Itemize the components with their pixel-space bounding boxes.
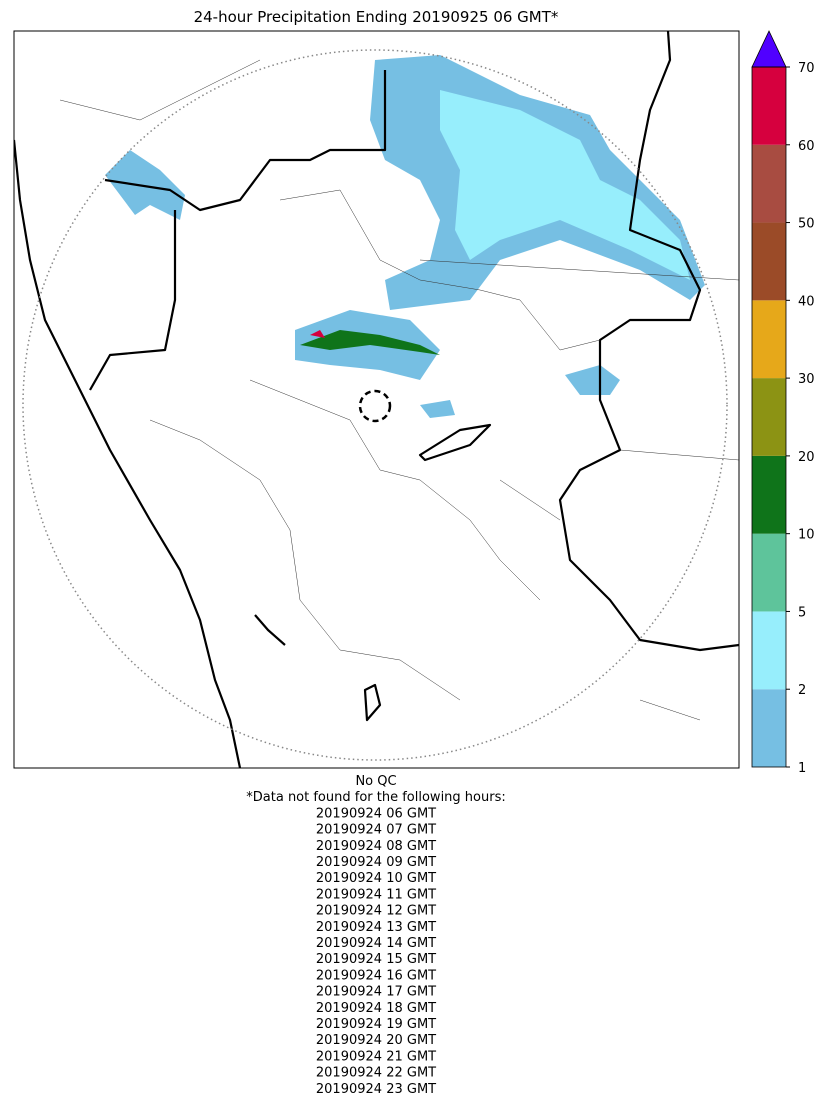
footer-hour: 20190924 12 GMT	[316, 904, 436, 919]
radar-range	[22, 49, 728, 761]
footer-hour: 20190924 09 GMT	[316, 855, 436, 870]
colorbar-segment	[752, 533, 786, 612]
map-frame	[13, 30, 740, 769]
map	[13, 30, 740, 769]
colorbar-tick-label: 5	[798, 605, 806, 620]
colorbar-tick-label: 10	[798, 528, 815, 543]
colorbar-tick-label: 20	[798, 450, 815, 465]
radar-site	[358, 389, 392, 423]
colorbar-segment	[752, 222, 786, 301]
districts	[59, 59, 739, 721]
footer-hour: 20190924 20 GMT	[316, 1033, 436, 1048]
footer-hour: 20190924 14 GMT	[316, 936, 436, 951]
footer-hour: 20190924 13 GMT	[316, 920, 436, 935]
footer-hour: 20190924 18 GMT	[316, 1001, 436, 1016]
colorbar-segment	[752, 455, 786, 534]
footer-qc: No QC	[355, 774, 396, 789]
colorbar-extend	[751, 30, 787, 68]
colorbar-tick-label: 60	[798, 139, 815, 154]
colorbar-tick-label: 50	[798, 217, 815, 232]
footer-hour: 20190924 17 GMT	[316, 985, 436, 1000]
footer-hour: 20190924 19 GMT	[316, 1017, 436, 1032]
colorbar-segment	[752, 300, 786, 379]
rain-area	[105, 55, 705, 418]
colorbar-frame	[751, 66, 787, 768]
title: 24-hour Precipitation Ending 20190925 06…	[194, 8, 559, 26]
footer-hour: 20190924 06 GMT	[316, 806, 436, 821]
colorbar: 1 2 5 10 20 30 40 50 60 70	[751, 30, 815, 776]
footer-hour: 20190924 15 GMT	[316, 952, 436, 967]
footer-hour: 20190924 07 GMT	[316, 823, 436, 838]
footer-hour: 20190924 23 GMT	[316, 1082, 436, 1097]
footer-hour: 20190924 16 GMT	[316, 968, 436, 983]
colorbar-segment	[752, 611, 786, 690]
colorbar-tick-label: 1	[798, 761, 806, 776]
colorbar-segment	[752, 144, 786, 223]
colorbar-tick-label: 30	[798, 372, 815, 387]
colorbar-tick-label: 40	[798, 294, 815, 309]
colorbar-segment	[752, 67, 786, 145]
footer-hour: 20190924 22 GMT	[316, 1066, 436, 1081]
colorbar-segment	[752, 689, 786, 767]
colorbar-tick-label: 70	[798, 61, 815, 76]
footer-hour: 20190924 21 GMT	[316, 1049, 436, 1064]
colorbar-segment	[752, 378, 786, 456]
footer: No QC*Data not found for the following h…	[246, 774, 505, 1097]
footer-hour: 20190924 10 GMT	[316, 871, 436, 886]
footer-hour: 20190924 11 GMT	[316, 887, 436, 902]
footer-note: *Data not found for the following hours:	[246, 790, 505, 805]
colorbar-tick-label: 2	[798, 683, 806, 698]
borders	[14, 31, 739, 768]
footer-hour: 20190924 08 GMT	[316, 839, 436, 854]
